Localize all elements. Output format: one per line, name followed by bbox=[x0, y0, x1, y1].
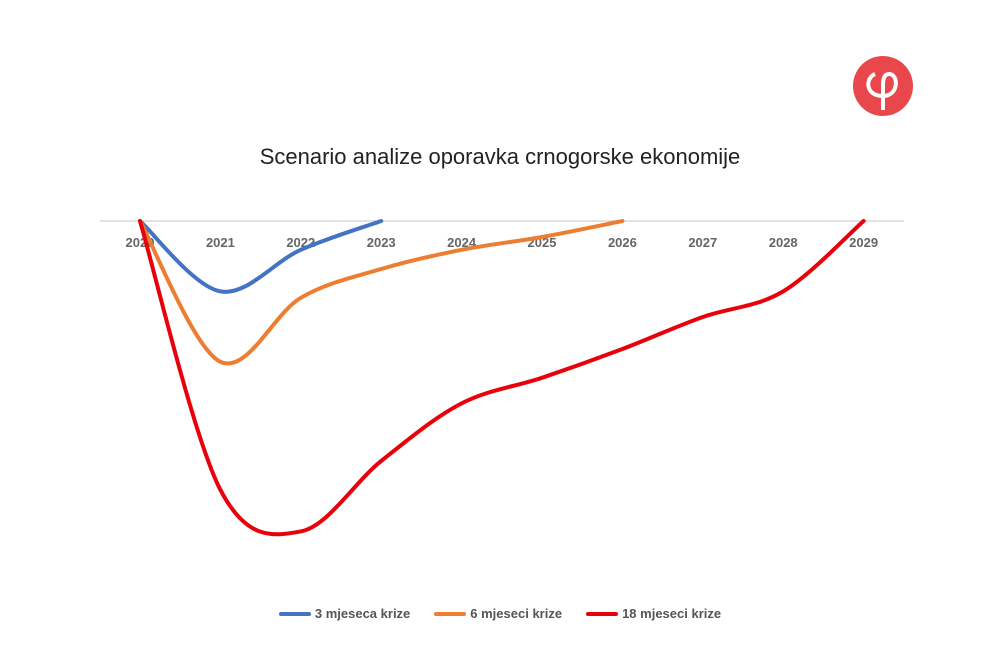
legend: 3 mjeseca krize 6 mjeseci krize 18 mjeseci… bbox=[0, 606, 1000, 621]
legend-swatch bbox=[434, 611, 467, 616]
x-tick-label: 2023 bbox=[367, 235, 396, 250]
legend-label: 6 mjeseci krize bbox=[470, 606, 563, 621]
series-line-0 bbox=[138, 219, 384, 294]
x-tick-label: 2021 bbox=[206, 235, 235, 250]
series-line-1 bbox=[138, 219, 625, 366]
series-line-2 bbox=[138, 219, 866, 537]
legend-label: 18 mjeseci krize bbox=[622, 606, 722, 621]
legend-swatch bbox=[586, 611, 619, 616]
x-tick-label: 2026 bbox=[608, 235, 637, 250]
phi-logo bbox=[853, 56, 913, 116]
x-tick-label: 2024 bbox=[447, 235, 477, 250]
x-tick-label: 2028 bbox=[769, 235, 798, 250]
legend-label: 3 mjeseca krize bbox=[314, 606, 411, 621]
phi-logo-icon bbox=[866, 71, 898, 110]
x-tick-label: 2027 bbox=[688, 235, 717, 250]
legend-item: 6 mjeseci krize bbox=[434, 606, 562, 621]
x-tick-label: 2029 bbox=[849, 235, 878, 250]
chart-title: Scenario analize oporavka crnogorske eko… bbox=[259, 144, 741, 169]
legend-item: 3 mjeseca krize bbox=[278, 606, 411, 621]
legend-swatch bbox=[278, 611, 311, 616]
legend-item: 18 mjeseci krize bbox=[586, 606, 721, 621]
